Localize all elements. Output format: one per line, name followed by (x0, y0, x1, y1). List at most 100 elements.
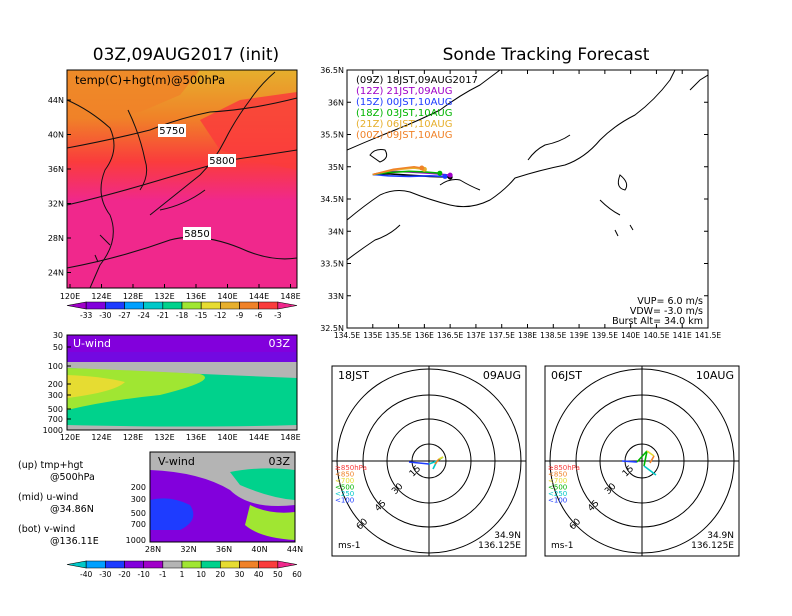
hodo-legend-entry: <500 (335, 484, 354, 492)
vwind-lat-label: 28N (145, 545, 161, 554)
vwind-time: 03Z (268, 455, 290, 468)
uwind-lon-label: 136E (186, 433, 206, 442)
vwind-band (230, 468, 295, 500)
colorbar-swatch (181, 301, 202, 310)
colorbar-label: -20 (118, 570, 130, 579)
colorbar-swatch (162, 301, 183, 310)
hodo-vector (636, 450, 648, 463)
colorbar-label: -30 (99, 570, 111, 579)
track-lat-label: 32.5N (320, 324, 344, 333)
colorbar-swatch (181, 560, 202, 569)
hodo-vector (408, 461, 430, 465)
map-lat-label: 28N (48, 234, 64, 243)
hodo-lat: 34.9N (494, 531, 521, 541)
track-legend-entry: (21Z) 06JST,10AUG (356, 119, 453, 130)
map-field-label: temp(C)+hgt(m)@500hPa (75, 73, 225, 87)
track-coastlines (347, 70, 708, 261)
contour-label: 5750 (159, 126, 184, 137)
hodo-legend-entry: ≥850hPa (548, 464, 580, 472)
hodo-vector (428, 460, 438, 465)
vwind-p-label: 300 (131, 495, 146, 504)
track-lon-label: 137.5E (489, 331, 515, 340)
colorbar-swatch (105, 560, 125, 569)
uwind-p-label: 100 (48, 362, 63, 371)
track-end-marker (437, 170, 443, 176)
wind-colorbar: -40 -30 -20 -10 -1 1 10 20 30 40 50 60 (66, 560, 302, 579)
hodo-legend-entry: <850 (548, 471, 567, 479)
param-vdw: VDW= -3.0 m/s (630, 306, 703, 317)
note-line: @500hPa (50, 472, 95, 483)
hodo-time: 06JST (551, 369, 582, 382)
contour-label-box (183, 227, 211, 240)
track-lon-label: 134.5E (334, 331, 360, 340)
hodo-vector (434, 458, 440, 465)
map-lon-label: 124E (91, 292, 111, 301)
map-lon-label: 132E (154, 292, 174, 301)
hodo-date: 10AUG (696, 369, 734, 382)
vwind-band (245, 505, 295, 540)
uwind-p-label: 300 (48, 391, 63, 400)
track-line-5 (372, 165, 422, 176)
hodo-legend-entry: <500 (548, 484, 567, 492)
uwind-p-label: 1000 (43, 426, 63, 435)
map-coastlines (66, 71, 276, 289)
track-end-marker (419, 165, 425, 171)
map-500hpa-panel: 5750 5800 5850 temp(C)+hgt(m)@500hPa 44N… (48, 69, 301, 301)
uwind-lon-label: 124E (91, 433, 111, 442)
track-end-marker (442, 173, 448, 179)
colorbar-swatch (239, 560, 259, 569)
contour-label-box (158, 124, 186, 137)
colorbar-label: 1 (180, 570, 185, 579)
track-lat-label: 36N (328, 98, 344, 107)
uwind-lon-label: 120E (60, 433, 80, 442)
hodo-legend-entry: <850 (335, 471, 354, 479)
colorbar-swatch (143, 301, 164, 310)
colorbar-swatch (85, 301, 106, 310)
track-lat-label: 33N (328, 292, 344, 301)
temperature-colorbar: -33 -30 -27 -24 -21 -18 -15 -12 -9 -6 -3 (66, 301, 298, 320)
hodo-vector (438, 456, 444, 460)
colorbar-label: -1 (159, 570, 167, 579)
vwind-panel: V-wind 03Z 200 300 500 700 1000 28N 32N 36N 40N… (126, 451, 303, 554)
track-end-marker (447, 172, 453, 178)
contour-label: 5800 (209, 156, 234, 167)
map-lat-label: 24N (48, 269, 64, 278)
colorbar-swatch (200, 560, 221, 569)
track-lon-label: 137E (466, 331, 485, 340)
hodo-legend-entry: <700 (335, 477, 354, 485)
hodo-date: 09AUG (483, 369, 521, 382)
hodo-legend-entry: ≥850hPa (335, 464, 367, 472)
hodo-vector (646, 450, 655, 457)
hodo-legend-entry: <250 (548, 490, 567, 498)
map-lat-label: 32N (48, 200, 64, 209)
hodo-vector (643, 450, 648, 467)
uwind-p-label: 30 (53, 331, 63, 340)
note-line: @136.11E (50, 536, 99, 547)
colorbar-swatch (162, 560, 183, 569)
colorbar-swatch (124, 560, 144, 569)
colorbar-label: -18 (176, 311, 188, 320)
track-lon-label: 139.5E (592, 331, 618, 340)
vwind-p-label: 700 (131, 520, 146, 529)
note-line: (bot) v-wind (18, 524, 75, 535)
map-frame (66, 69, 298, 289)
map-lon-label: 140E (217, 292, 237, 301)
track-lon-label: 138.5E (540, 331, 566, 340)
hodo-lon: 136.125E (478, 541, 521, 551)
colorbar-swatch (200, 301, 221, 310)
colorbar-swatch (220, 560, 240, 569)
track-lon-label: 139E (570, 331, 589, 340)
right-title: Sonde Tracking Forecast (443, 45, 650, 65)
uwind-lon-label: 132E (154, 433, 174, 442)
colorbar-label: 60 (292, 570, 302, 579)
colorbar-label: -33 (80, 311, 92, 320)
colorbar-swatch (143, 560, 164, 569)
vwind-p-label: 1000 (126, 536, 146, 545)
track-line-2 (372, 173, 446, 178)
uwind-p-label: 50 (53, 343, 63, 352)
panel-notes: (up) tmp+hgt @500hPa (mid) u-wind @34.86… (18, 460, 99, 547)
colorbar-label: -27 (118, 311, 130, 320)
